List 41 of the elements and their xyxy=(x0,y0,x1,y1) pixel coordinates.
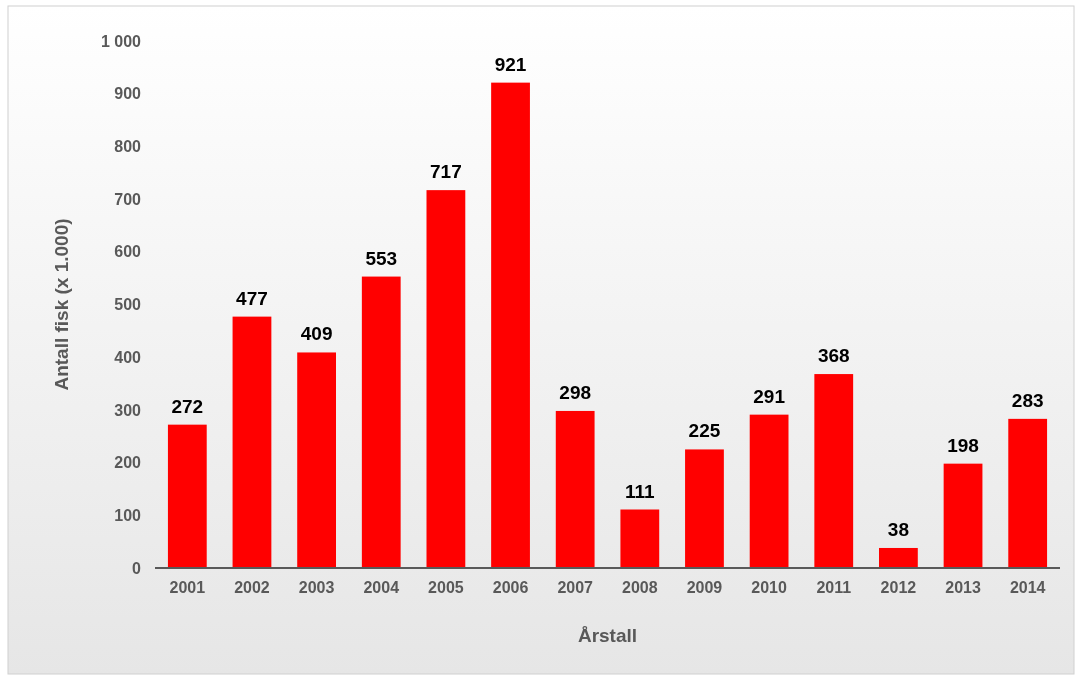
y-tick-label: 100 xyxy=(114,506,142,524)
x-tick-label: 2008 xyxy=(622,579,658,597)
data-label: 368 xyxy=(817,345,850,367)
x-tick-label: 2003 xyxy=(298,579,335,597)
data-label: 225 xyxy=(688,420,721,442)
data-label: 409 xyxy=(300,323,333,345)
y-tick-label: 0 xyxy=(132,559,142,577)
y-tick-label: 600 xyxy=(114,243,142,261)
x-tick-label: 2010 xyxy=(751,579,788,597)
y-tick-label: 400 xyxy=(114,348,142,366)
y-tick-label: 500 xyxy=(114,296,142,314)
data-label: 477 xyxy=(236,287,268,309)
x-tick-label: 2009 xyxy=(686,579,723,597)
x-tick-label: 2001 xyxy=(169,579,206,597)
data-label: 921 xyxy=(494,53,527,75)
x-tick-label: 2007 xyxy=(557,579,594,597)
data-label: 298 xyxy=(559,381,592,403)
data-label: 283 xyxy=(1011,389,1044,411)
y-tick-label: 300 xyxy=(114,401,142,419)
x-tick-label: 2012 xyxy=(880,579,917,597)
x-tick-label: 2005 xyxy=(428,579,464,597)
data-label: 553 xyxy=(365,247,398,269)
y-tick-label: 800 xyxy=(114,138,142,156)
x-tick-label: 2013 xyxy=(945,579,981,597)
x-axis-title: Årstall xyxy=(577,625,638,646)
x-tick-label: 2006 xyxy=(492,579,529,597)
x-tick-label: 2002 xyxy=(234,579,270,597)
x-tick-label: 2011 xyxy=(816,579,852,597)
data-label: 291 xyxy=(753,385,786,407)
x-tick-label: 2004 xyxy=(363,579,400,597)
data-label: 717 xyxy=(430,161,462,183)
x-tick-label: 2014 xyxy=(1009,579,1046,597)
y-tick-label: 700 xyxy=(114,190,142,208)
data-label: 272 xyxy=(171,395,204,417)
data-label: 111 xyxy=(625,480,656,502)
y-tick-label: 200 xyxy=(114,454,142,472)
data-label: 198 xyxy=(947,434,979,456)
y-tick-label: 900 xyxy=(114,85,142,103)
y-axis-title: Antall fisk (x 1.000) xyxy=(51,218,72,391)
data-label: 38 xyxy=(887,518,909,540)
y-tick-label: 1 000 xyxy=(100,32,142,50)
